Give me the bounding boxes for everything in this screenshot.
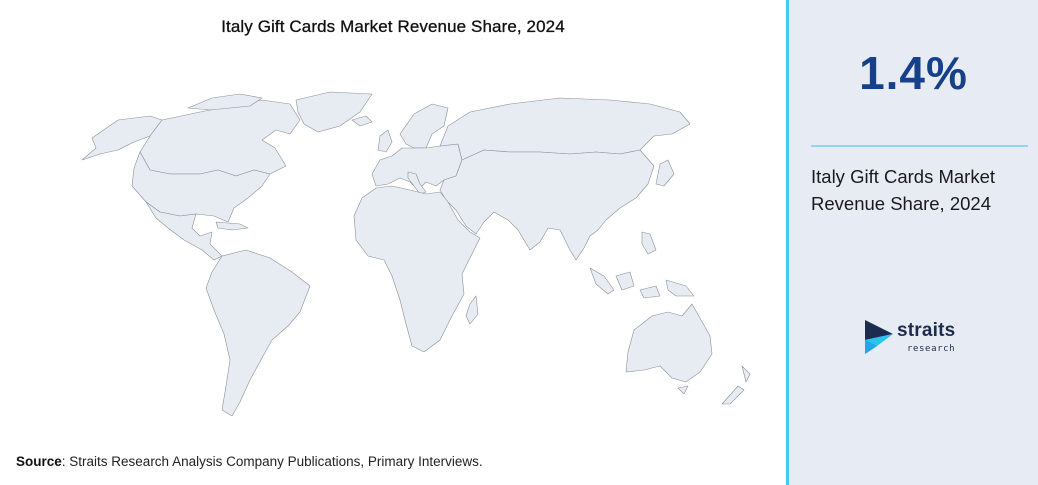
chart-title: Italy Gift Cards Market Revenue Share, 2… bbox=[221, 17, 565, 36]
map-section: Italy Gift Cards Market Revenue Share, 2… bbox=[16, 16, 751, 469]
region-philippines bbox=[641, 231, 657, 255]
region-new-zealand bbox=[721, 365, 751, 405]
region-uk bbox=[377, 129, 393, 153]
region-iceland bbox=[351, 115, 373, 127]
region-asia bbox=[439, 149, 655, 261]
source-note: Source: Straits Research Analysis Compan… bbox=[16, 454, 483, 469]
region-japan bbox=[655, 159, 675, 187]
panel-divider bbox=[811, 145, 1028, 147]
region-australia bbox=[625, 303, 713, 383]
straits-research-logo: straits research bbox=[863, 318, 973, 358]
source-label: Source bbox=[16, 454, 62, 469]
region-alaska bbox=[81, 115, 163, 161]
stat-panel: 1.4% Italy Gift Cards Market Revenue Sha… bbox=[786, 0, 1038, 485]
stat-value: 1.4% bbox=[859, 47, 968, 99]
region-caribbean bbox=[215, 221, 249, 231]
source-text: : Straits Research Analysis Company Publ… bbox=[61, 454, 483, 469]
region-madagascar bbox=[465, 295, 479, 325]
logo-arrow-icon bbox=[865, 320, 893, 354]
region-scandinavia bbox=[399, 103, 449, 149]
region-mexico bbox=[145, 201, 223, 261]
region-arctic-islands bbox=[187, 93, 263, 111]
world-map bbox=[81, 91, 751, 417]
logo-subtext: research bbox=[907, 344, 956, 354]
region-greenland bbox=[295, 91, 373, 133]
region-canada bbox=[139, 99, 301, 177]
region-south-america bbox=[205, 249, 311, 417]
region-russia bbox=[439, 97, 691, 161]
logo-wordmark: straits bbox=[897, 320, 956, 341]
region-indonesia bbox=[589, 267, 695, 299]
stat-description: Italy Gift Cards Market Revenue Share, 2… bbox=[811, 166, 996, 214]
region-africa bbox=[353, 185, 481, 353]
